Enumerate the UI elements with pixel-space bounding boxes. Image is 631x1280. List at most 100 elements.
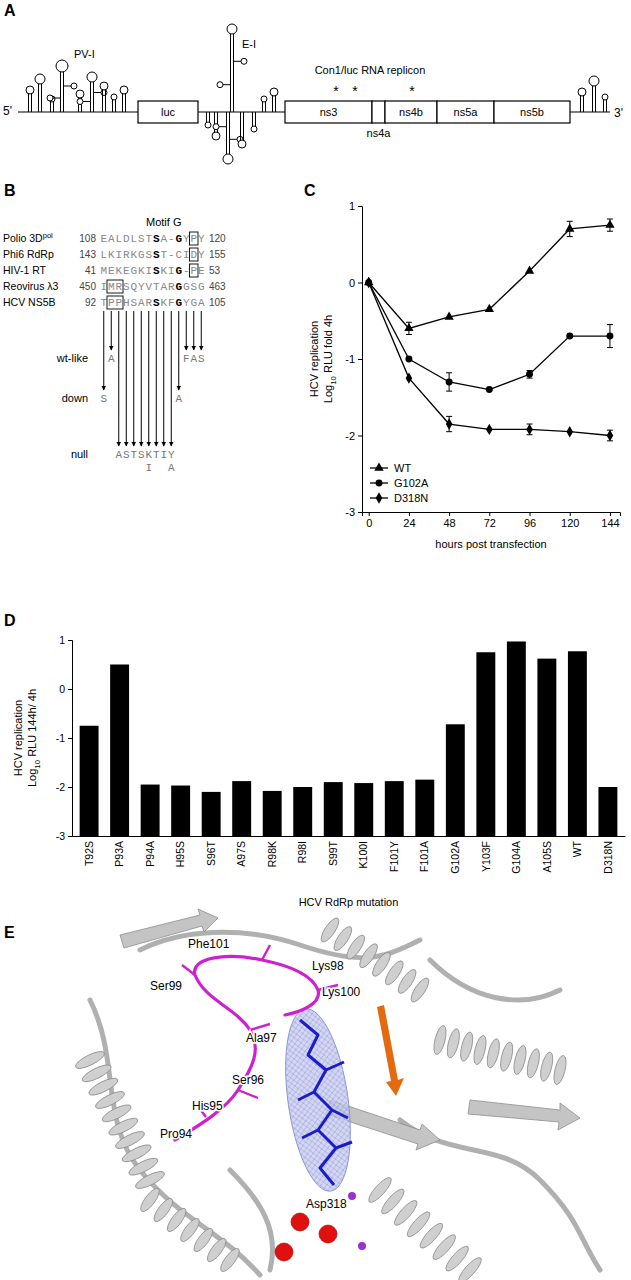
mutation-arrow [201,311,202,350]
sequence-segment: A- [160,233,175,245]
branch [53,98,61,99]
sequence-segment: G [175,281,183,293]
tick-label: K100I [357,841,369,868]
series-line [369,283,610,436]
panel-a: lucns3ns4ans4bns5ans5b5'3'PV-IE-ICon1/lu… [3,24,623,164]
error-bar [607,430,613,441]
tick-label: Y103F [480,841,492,872]
text-part: RLU 144h/ 4h [26,689,38,760]
tick: A97S [235,841,247,867]
ribbon-helix-turn [445,1028,462,1060]
ribbon-helix-turn [498,1041,515,1073]
sequence-segment: P [190,233,198,245]
legend-marker [376,492,383,503]
sequence-segment: MEKEGKI [100,265,153,277]
replicon-title: Con1/luc RNA replicon [315,64,426,76]
stem-strand [206,112,207,122]
ion-sphere [358,1242,366,1250]
loop [100,82,108,90]
tick: 24 [403,512,415,529]
tick-label: G104A [510,841,522,874]
ribbon-helix-turn [432,1024,449,1056]
stem-strand [265,102,266,112]
end-number: 463 [209,281,226,292]
mutant-residue: F [183,353,190,365]
ribbon-helix-turn [472,1034,489,1066]
branch [64,86,72,87]
error-cap [446,391,452,392]
point-marker [486,424,493,435]
stem-strand [105,90,106,112]
tick-mark [68,836,72,837]
tick-label: H95S [174,841,186,867]
tick-mark [369,512,370,516]
stem-strand [606,100,607,112]
sequence-segment: KI [160,265,175,277]
stem-strand [595,86,596,112]
point-marker [406,372,413,383]
text-part: Reovirus λ3 [3,280,59,292]
stem-strand [592,86,593,112]
y-axis: -3-2-101 [56,634,73,842]
figure: ABCDElucns3ns4ans4bns5ans5b5'3'PV-IE-ICo… [0,0,631,1280]
sequence-segment: YGA [183,297,206,309]
tick-mark [358,206,362,207]
bar [537,659,556,836]
sequence-segment: T-CI [160,249,190,261]
branch-loop [213,124,219,130]
stem-loop [578,88,586,112]
end-number: 105 [209,297,226,308]
mutation-arrow [171,311,172,446]
sequence-segment: G [175,233,183,245]
error-cap [607,347,613,348]
stem-strand [53,102,54,112]
bar [263,791,282,836]
mutation-class: null [71,448,88,460]
stem-loop [76,90,84,112]
motif-strand [377,1005,404,1096]
panel-letter: B [4,182,16,199]
bar [324,782,343,836]
bar [171,786,190,836]
error-cap [406,334,412,335]
legend-label: D318N [394,492,428,504]
loop [26,86,34,94]
tick: F101Y [388,841,400,872]
ribbon-helix-turn [133,1168,166,1191]
tick-mark [68,640,72,641]
stem-strand [31,94,32,112]
tick-label: 144 [601,517,619,529]
error-cap [406,322,412,323]
tick-label: S96T [205,840,217,866]
bar [385,781,404,836]
point-marker [446,378,453,385]
tick-mark [409,512,410,516]
stem-loop [238,112,246,148]
sequence-segment: P [190,265,198,277]
tick: 120 [561,512,579,529]
tick: -2 [345,430,362,442]
mutant-residue: I [160,449,167,461]
gene-label: ns5b [520,106,544,118]
ribbon-helix-turn [458,1031,475,1063]
tick: S96T [205,840,217,866]
stem-strand [28,94,29,112]
stem-strand [233,34,234,112]
bar [202,792,221,836]
ribbon-helix-turn [408,976,432,1005]
element-label: PV-I [74,48,95,60]
mutant-residue: S [100,393,107,405]
mutation-arrow [103,311,104,390]
stem-loop [35,74,45,112]
mutant-residue: S [123,449,130,461]
stem-strand [60,72,61,112]
x-axis: T92SP93AP94AH95SS96TA97SR98KR98IS99TK100… [73,837,626,874]
tick-label: -1 [56,732,65,744]
stem-loop [251,112,257,132]
point-marker [485,304,494,312]
stem-strand [38,84,39,112]
sequence-segment: Y [198,249,206,261]
bar [507,641,526,836]
bar [110,665,129,837]
tick-mark [489,512,490,516]
